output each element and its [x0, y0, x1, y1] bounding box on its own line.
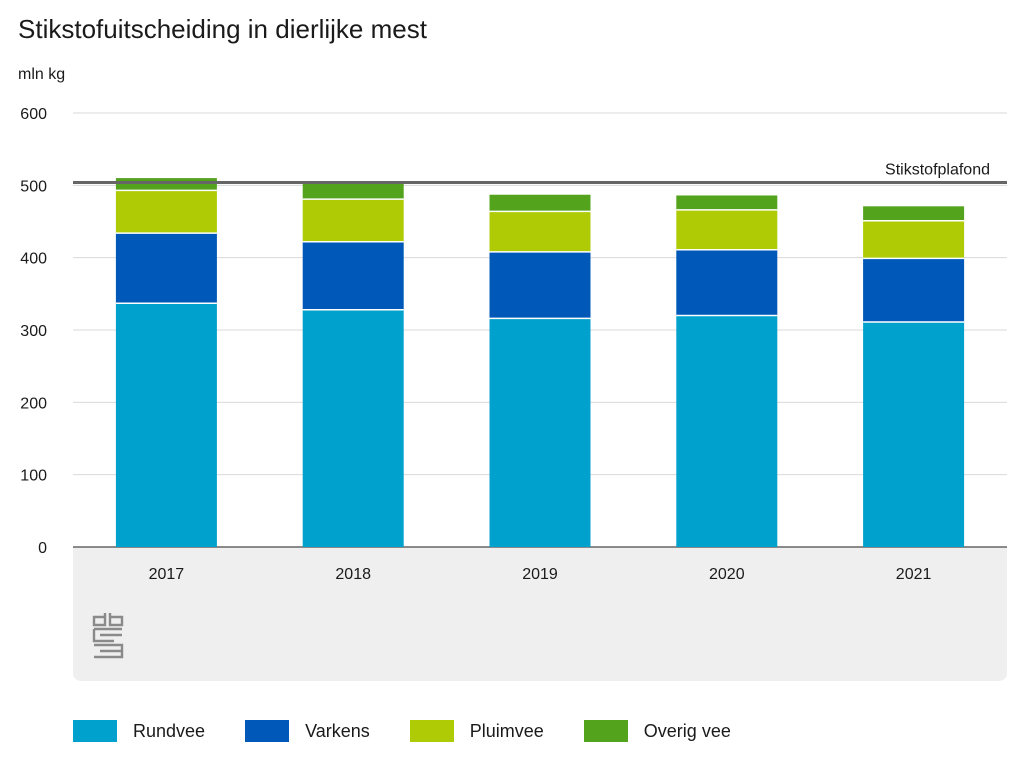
- legend-label-overig-vee: Overig vee: [643, 720, 731, 741]
- bar-segment-pluimvee-2017: [115, 190, 217, 234]
- y-axis-unit-label: mln kg: [18, 66, 66, 83]
- chart-plot: 600 500 400 300 200 100 0 2017 2018 2019 2020 2021…: [20, 106, 1007, 583]
- legend-label-pluimvee: Pluimvee: [469, 720, 544, 741]
- legend-swatch-overig-vee: [583, 720, 628, 742]
- legend-label-varkens: Varkens: [305, 720, 370, 741]
- x-tick-label: 2019: [522, 566, 558, 583]
- x-tick-label: 2021: [896, 566, 932, 583]
- bar-segment-rundvee-2018: [302, 309, 404, 547]
- bar-segment-pluimvee-2018: [302, 199, 404, 242]
- y-tick-label: 100: [20, 468, 47, 485]
- bar-segment-rundvee-2019: [489, 318, 591, 547]
- legend-label-rundvee: Rundvee: [133, 720, 206, 741]
- legend-swatch-varkens: [245, 720, 290, 742]
- y-tick-label: 0: [38, 540, 47, 557]
- legend-item-pluimvee: Pluimvee: [409, 720, 544, 742]
- bar-segment-pluimvee-2019: [489, 211, 591, 252]
- y-tick-label: 200: [20, 395, 47, 412]
- bar-segment-varkens-2017: [115, 233, 217, 304]
- legend-item-varkens: Varkens: [245, 720, 370, 742]
- bar-segment-rundvee-2021: [863, 322, 965, 547]
- x-tick-label: 2018: [335, 566, 371, 583]
- legend-item-rundvee: Rundvee: [73, 720, 205, 742]
- bar-segment-pluimvee-2021: [863, 220, 965, 259]
- bar-segment-overig-vee-2021: [863, 206, 965, 221]
- bar-segment-overig-vee-2020: [676, 195, 778, 210]
- y-tick-label: 600: [20, 106, 47, 123]
- y-tick-label: 400: [20, 251, 47, 268]
- legend-swatch-rundvee: [73, 720, 117, 742]
- bar-segment-varkens-2018: [302, 241, 404, 310]
- chart-title: Stikstofuitscheiding in dierlijke mest: [18, 14, 427, 44]
- bar-segment-varkens-2021: [863, 258, 965, 323]
- legend-item-overig-vee: Overig vee: [583, 720, 731, 742]
- bar-segment-overig-vee-2017: [115, 178, 217, 191]
- x-tick-label: 2020: [709, 566, 745, 583]
- bar-segment-rundvee-2020: [676, 315, 778, 547]
- bar-segment-varkens-2019: [489, 251, 591, 319]
- y-tick-label: 500: [20, 178, 47, 195]
- y-tick-label: 300: [20, 323, 47, 340]
- cbs-logo-icon: [92, 609, 126, 666]
- bar-segment-varkens-2020: [676, 249, 778, 316]
- reference-line-label: Stikstofplafond: [885, 161, 990, 178]
- bar-segment-overig-vee-2019: [489, 194, 591, 212]
- bar-segment-rundvee-2017: [115, 303, 217, 547]
- legend: Rundvee Varkens Pluimvee Overig vee: [73, 720, 771, 742]
- x-tick-label: 2017: [149, 566, 185, 583]
- legend-swatch-pluimvee: [409, 720, 454, 742]
- x-axis-panel: [73, 547, 1007, 681]
- bar-segment-pluimvee-2020: [676, 209, 778, 250]
- bar-segment-overig-vee-2018: [302, 183, 404, 200]
